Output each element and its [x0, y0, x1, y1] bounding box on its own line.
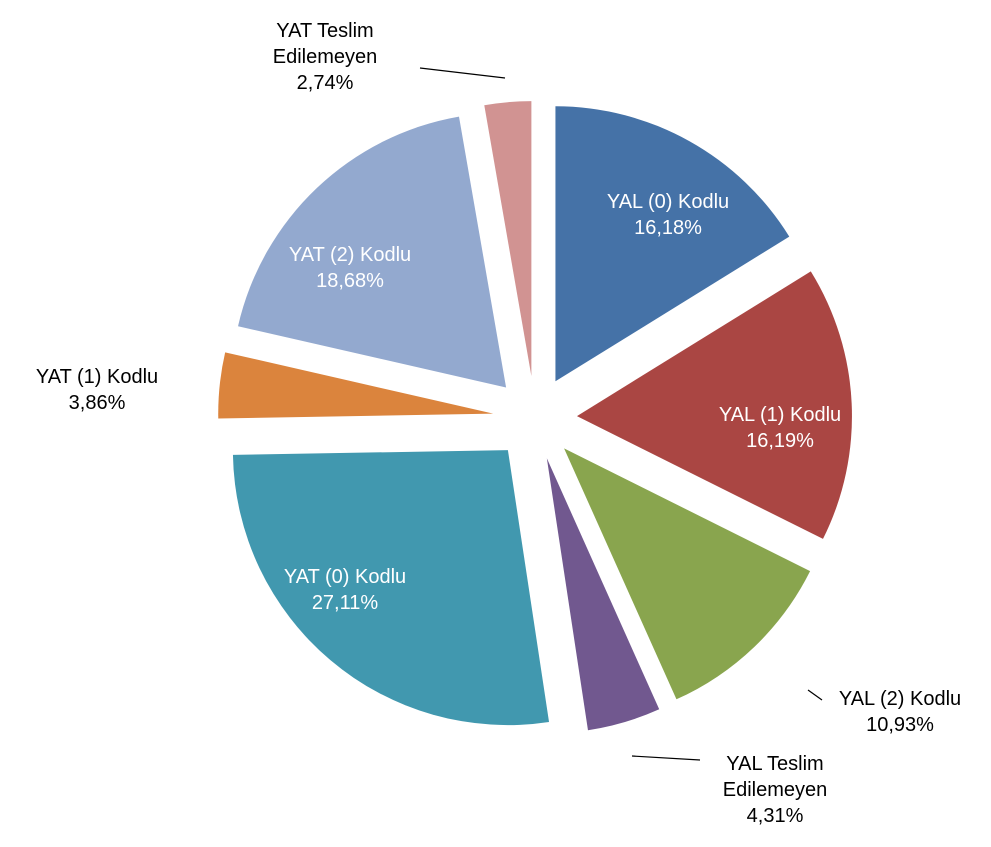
- category-label: YAT Teslim Edilemeyen: [272, 20, 378, 68]
- data-label: YAL (0) Kodlu 16,18%: [607, 189, 729, 241]
- category-label: YAL (0) Kodlu: [606, 191, 730, 213]
- value-label: 10,93%: [866, 714, 934, 736]
- leader-line: [419, 67, 506, 79]
- value-label: 18,68%: [316, 270, 384, 292]
- value-label: 27,11%: [311, 592, 379, 614]
- data-label: YAT (2) Kodlu 18,68%: [289, 242, 411, 294]
- data-label: YAL (1) Kodlu 16,19%: [719, 402, 841, 454]
- data-label: YAL Teslim Edilemeyen 4,31%: [713, 751, 838, 829]
- value-label: 3,86%: [68, 392, 126, 414]
- pie-slice: [576, 271, 852, 539]
- data-label: YAL (2) Kodlu 10,93%: [839, 686, 961, 738]
- value-label: 4,31%: [746, 805, 804, 827]
- category-label: YAT (2) Kodlu: [288, 244, 412, 266]
- pie-slice: [564, 448, 811, 700]
- pie-slice: [546, 458, 660, 731]
- value-label: 16,19%: [746, 430, 814, 452]
- data-label: YAT (1) Kodlu 3,86%: [36, 364, 158, 416]
- category-label: YAL (2) Kodlu: [838, 688, 962, 710]
- category-label: YAL Teslim Edilemeyen: [722, 753, 828, 801]
- category-label: YAT (0) Kodlu: [283, 566, 407, 588]
- category-label: YAL (1) Kodlu: [718, 404, 842, 426]
- category-label: YAT (1) Kodlu: [35, 366, 159, 388]
- pie-slice: [238, 116, 507, 388]
- data-label: YAT (0) Kodlu 27,11%: [284, 564, 406, 616]
- value-label: 16,18%: [634, 217, 702, 239]
- data-label: YAT Teslim Edilemeyen 2,74%: [263, 18, 388, 96]
- pie-slice: [232, 450, 550, 726]
- pie-slice: [555, 106, 790, 382]
- value-label: 2,74%: [296, 72, 354, 94]
- pie-slice: [218, 352, 494, 419]
- pie-slice: [484, 101, 532, 377]
- leader-line: [631, 755, 701, 761]
- leader-line: [807, 689, 823, 701]
